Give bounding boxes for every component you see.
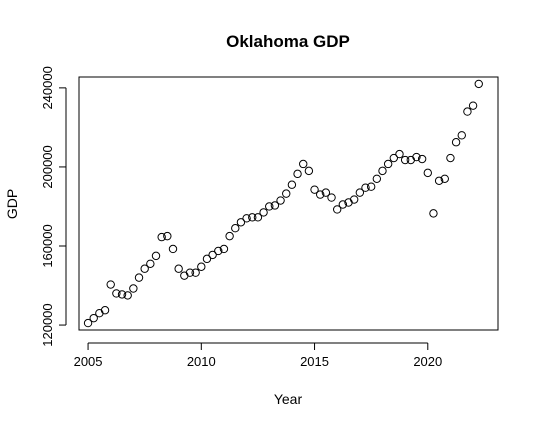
data-point (378, 166, 387, 176)
data-point (451, 138, 461, 147)
data-point (236, 218, 246, 227)
y-tick-label: 120000 (40, 303, 55, 346)
data-point (129, 284, 138, 293)
data-point (140, 264, 149, 273)
data-point (191, 268, 200, 277)
data-point (310, 185, 319, 194)
data-point (474, 79, 483, 89)
data-point (423, 168, 432, 178)
data-point (168, 244, 178, 254)
data-point (242, 214, 251, 223)
data-point (457, 131, 466, 140)
data-point (338, 200, 348, 209)
data-point (157, 232, 166, 242)
data-point (276, 196, 285, 205)
data-point (197, 262, 206, 271)
y-tick-label: 160000 (40, 224, 55, 267)
data-point (180, 271, 189, 280)
x-tick-label: 2010 (187, 354, 216, 369)
data-point (293, 169, 302, 179)
data-point (231, 224, 240, 233)
data-point (117, 290, 127, 299)
data-point (361, 183, 370, 192)
data-point (219, 244, 229, 254)
y-tick-label: 200000 (40, 145, 55, 188)
data-point (304, 166, 314, 176)
data-point (417, 154, 427, 164)
data-point (468, 101, 478, 110)
data-point (123, 291, 132, 300)
data-point (389, 153, 399, 163)
data-point (248, 213, 257, 222)
data-point (412, 152, 421, 162)
data-point (89, 313, 98, 323)
data-point (282, 189, 291, 198)
data-point (463, 107, 472, 116)
x-tick-label: 2015 (300, 354, 329, 369)
x-tick-label: 2005 (74, 354, 103, 369)
data-point (259, 208, 268, 217)
data-point (265, 202, 274, 211)
x-tick-label: 2020 (413, 354, 442, 369)
plot-frame (78, 76, 499, 331)
data-point (446, 153, 455, 163)
data-point (112, 289, 121, 298)
data-point (327, 193, 336, 202)
y-axis: 120000 160000 200000 240000 (40, 66, 67, 347)
data-point (355, 188, 365, 197)
data-point (253, 213, 263, 222)
data-point (434, 176, 444, 185)
data-point (151, 251, 161, 261)
data-point (106, 280, 115, 289)
data-point (202, 254, 212, 264)
data-points (83, 79, 483, 328)
data-point (332, 205, 342, 214)
data-point (214, 246, 223, 256)
data-point (208, 250, 217, 260)
y-axis-label: GDP (4, 189, 20, 219)
data-point (287, 180, 297, 189)
data-point (349, 195, 359, 204)
y-tick-label: 240000 (40, 66, 55, 109)
data-point (83, 318, 93, 328)
data-point (134, 273, 144, 282)
data-point (366, 182, 376, 191)
data-point (225, 231, 234, 241)
data-point (383, 159, 393, 169)
data-point (95, 308, 104, 318)
x-axis: 2005 2010 2015 2020 (74, 342, 442, 369)
data-point (163, 231, 172, 241)
data-point (429, 209, 438, 218)
data-point (270, 201, 280, 210)
data-point (316, 190, 325, 199)
data-point (321, 188, 331, 197)
data-point (400, 155, 410, 165)
chart-title: Oklahoma GDP (226, 32, 350, 51)
data-point (372, 174, 382, 183)
data-point (146, 259, 155, 268)
data-point (406, 155, 416, 165)
data-point (185, 268, 195, 277)
data-point (299, 159, 308, 169)
data-point (440, 174, 449, 183)
data-point (395, 149, 404, 159)
data-point (174, 264, 183, 273)
data-point (100, 306, 110, 315)
x-axis-label: Year (274, 391, 303, 407)
